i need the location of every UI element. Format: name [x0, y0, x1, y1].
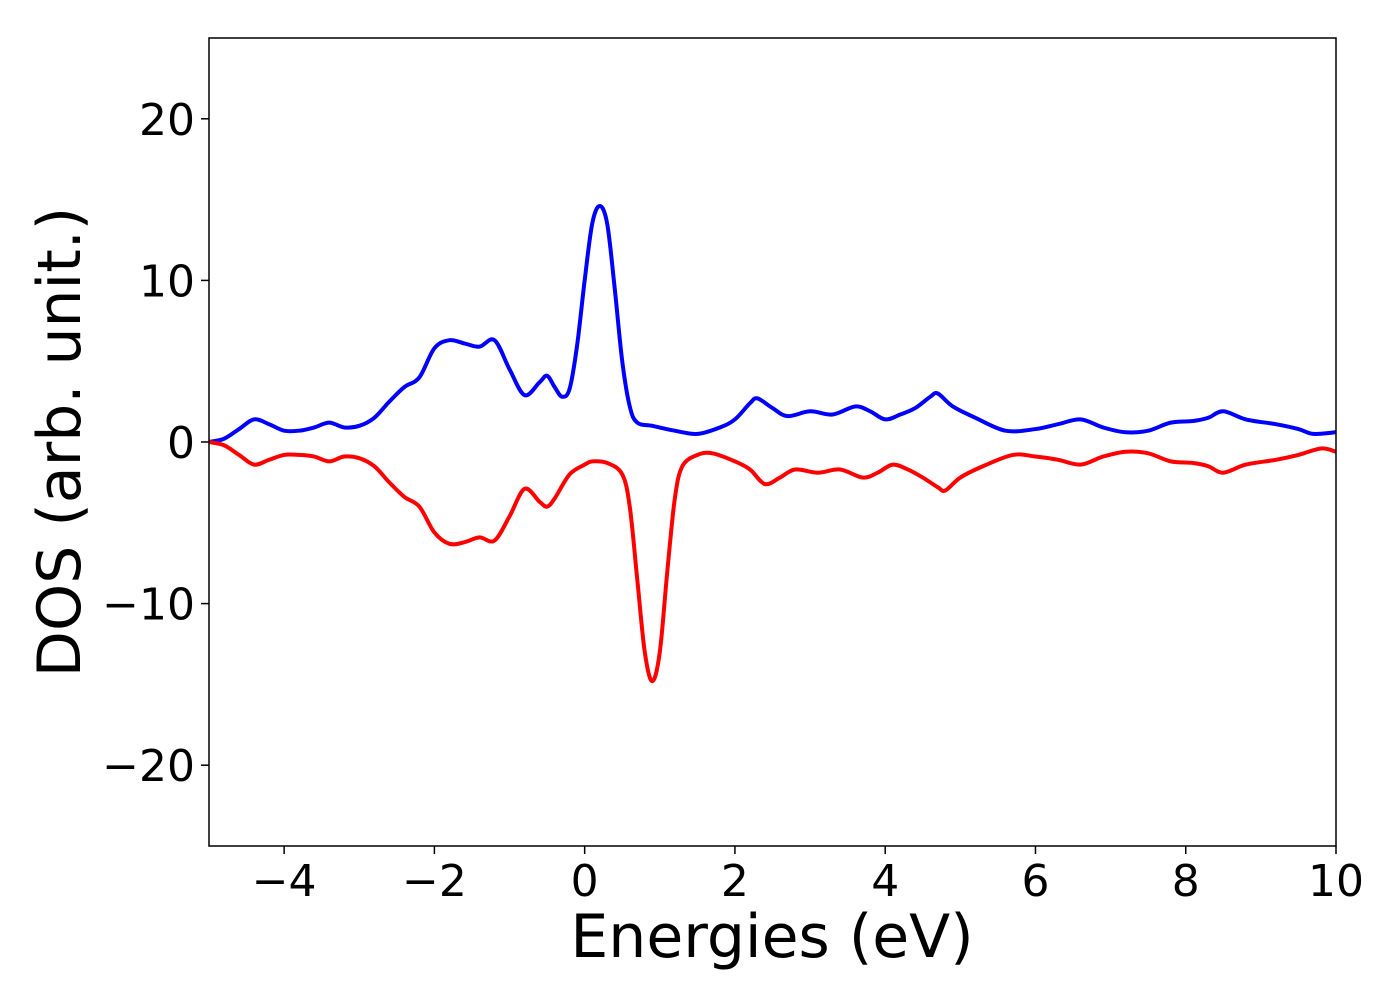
y-axis-title: DOS (arb. unit.)	[25, 207, 95, 677]
x-tick-label: 4	[871, 856, 899, 907]
y-tick-label: 20	[139, 95, 195, 146]
x-axis: −4 −2 0 2 4 6 8 10	[252, 846, 1364, 907]
y-tick-label: −20	[102, 741, 195, 792]
x-tick-label: 6	[1021, 856, 1049, 907]
y-tick-label: 0	[167, 418, 195, 469]
y-tick-label: −10	[102, 580, 195, 631]
x-tick-label: −4	[252, 856, 317, 907]
x-tick-label: 2	[721, 856, 749, 907]
x-axis-title: Energies (eV)	[570, 902, 973, 972]
x-tick-label: 0	[571, 856, 599, 907]
y-axis: −20 −10 0 10 20	[102, 95, 209, 792]
x-tick-label: −2	[402, 856, 467, 907]
series-line-0	[209, 204, 1336, 444]
y-tick-label: 10	[139, 256, 195, 307]
series-layer	[209, 204, 1336, 684]
x-tick-label: 10	[1308, 856, 1364, 907]
series-line-1	[209, 440, 1336, 684]
x-tick-label: 8	[1172, 856, 1200, 907]
